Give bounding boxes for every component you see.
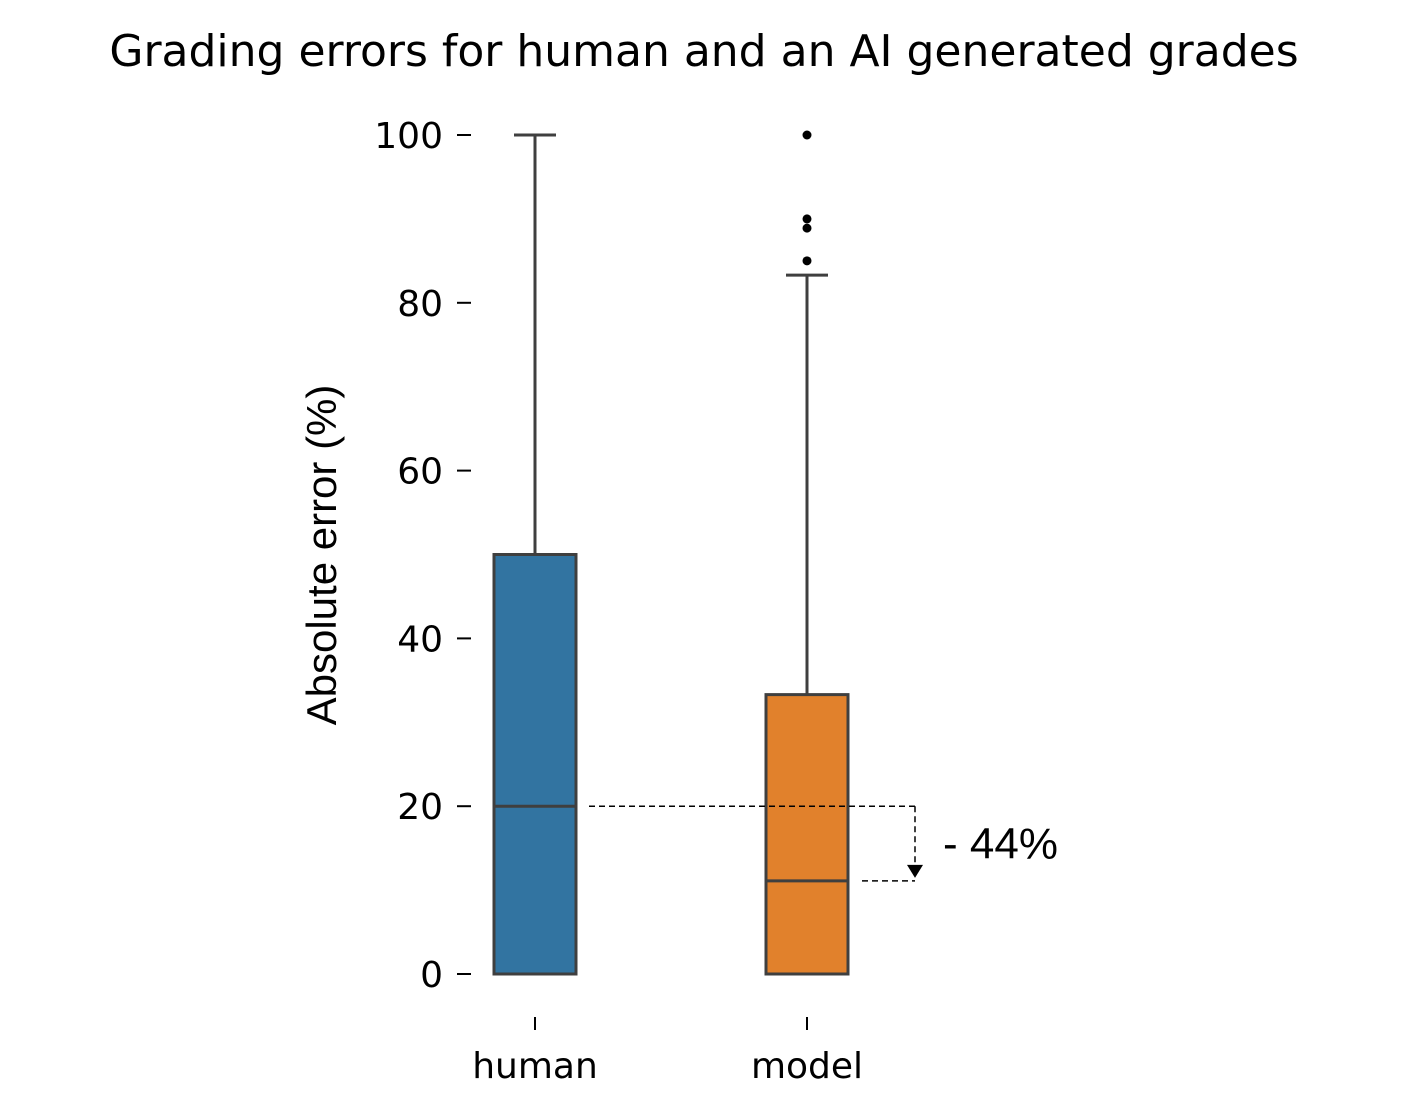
y-tick-label: 60 <box>397 452 443 493</box>
boxes <box>492 130 850 976</box>
outlier-point <box>802 223 812 233</box>
median-change-annotation: - 44% <box>589 805 1058 882</box>
iqr-box <box>764 693 850 976</box>
y-tick-label: 0 <box>420 955 443 996</box>
box-human <box>492 133 578 976</box>
outlier-point <box>802 214 812 224</box>
annotation-label: - 44% <box>943 820 1058 869</box>
y-tick-label: 20 <box>397 787 443 828</box>
arrow-head <box>907 864 923 878</box>
outlier-point <box>802 256 812 266</box>
y-tick-label: 80 <box>397 284 443 325</box>
outlier-point <box>802 130 812 140</box>
y-tick-label: 100 <box>374 116 443 157</box>
x-tick-label: model <box>751 1046 863 1087</box>
x-tick-label: human <box>472 1046 598 1087</box>
y-tick-label: 40 <box>397 619 443 660</box>
chart-title: Grading errors for human and an AI gener… <box>109 26 1298 77</box>
y-axis-label: Absolute error (%) <box>298 385 345 726</box>
y-axis: 0 20 40 60 80 100 <box>374 116 471 996</box>
iqr-box <box>492 553 578 976</box>
x-axis: human model <box>472 1017 863 1087</box>
box-model <box>764 130 850 976</box>
